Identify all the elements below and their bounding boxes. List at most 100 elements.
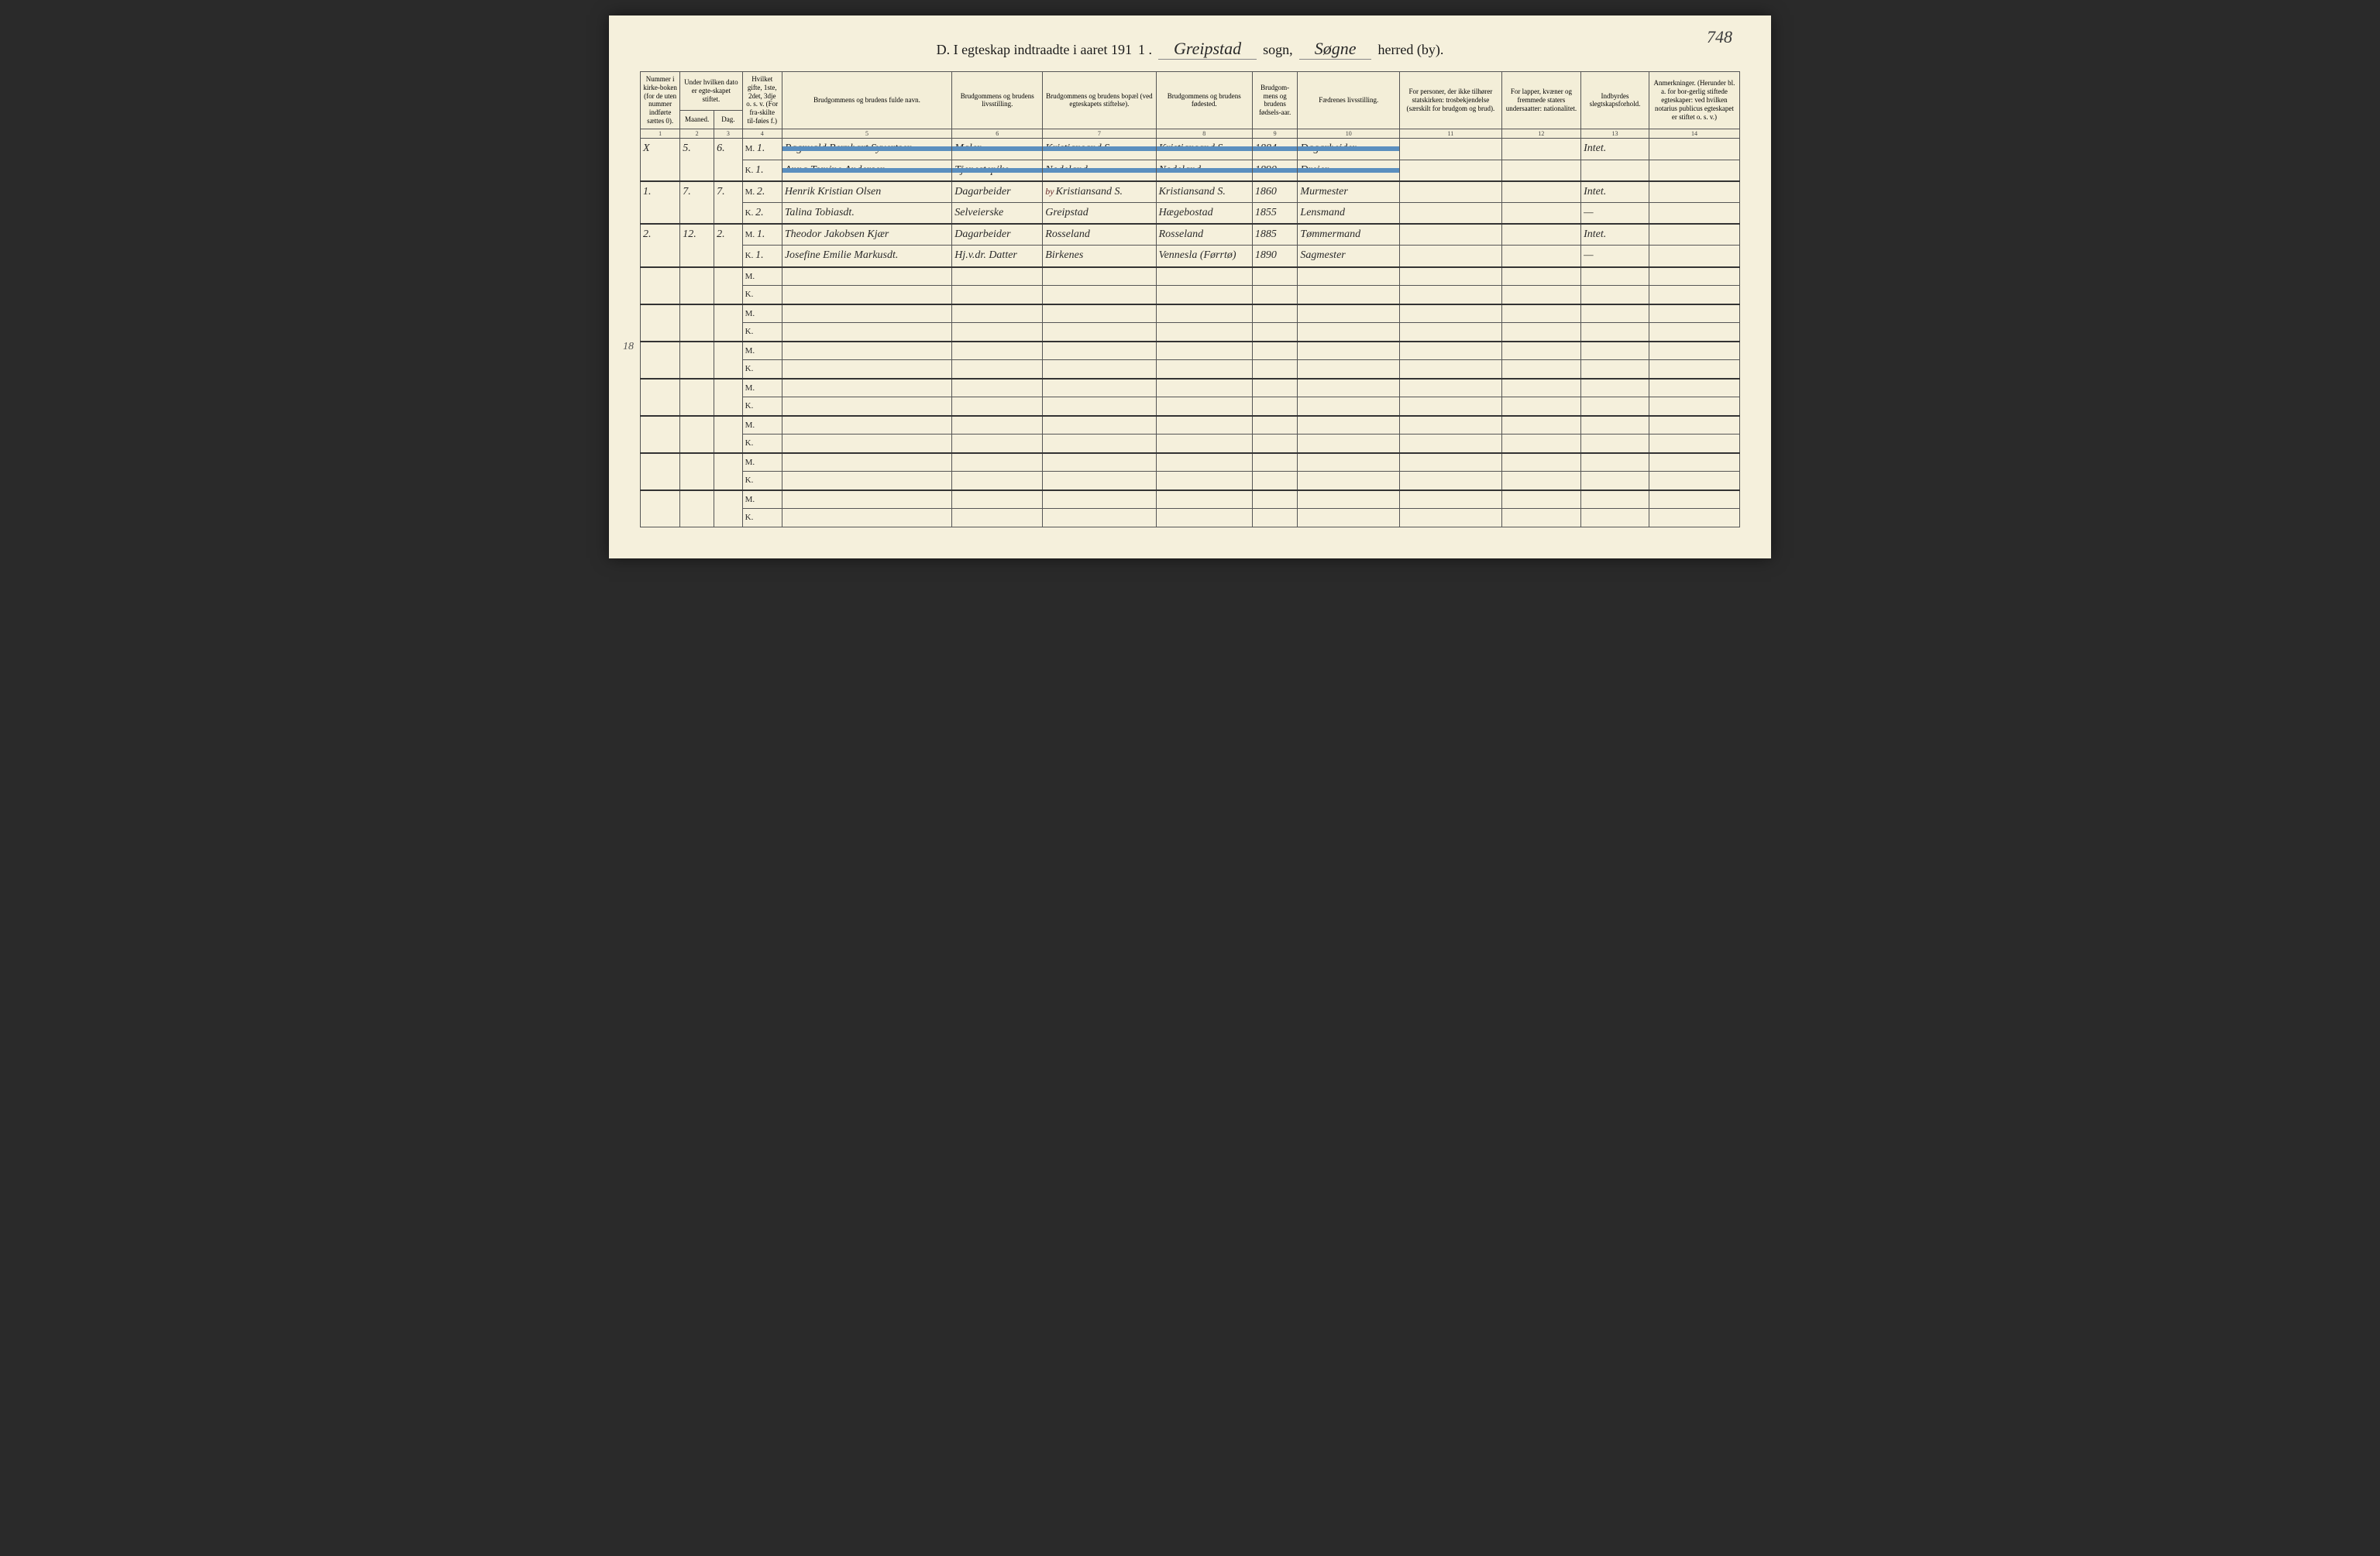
table-row: M. xyxy=(641,490,1740,509)
full-name: Ragnvald Bernhart Syvertsen xyxy=(782,139,951,160)
birth-year: 1890 xyxy=(1252,246,1298,267)
empty-cell xyxy=(782,435,951,453)
empty-cell xyxy=(1501,286,1580,304)
empty-cell xyxy=(1043,304,1156,323)
empty-cell xyxy=(1043,416,1156,435)
register-page: 748 D. I egteskap indtraadte i aaret 191… xyxy=(609,15,1771,558)
page-number: 748 xyxy=(1707,27,1732,47)
kinship: — xyxy=(1581,246,1649,267)
colnum: 9 xyxy=(1252,129,1298,139)
empty-cell xyxy=(1400,509,1502,527)
occupation: Dagarbeider xyxy=(952,181,1043,203)
empty-cell xyxy=(1298,360,1400,379)
kinship xyxy=(1581,160,1649,181)
day: 2. xyxy=(714,224,743,266)
empty-cell xyxy=(1581,379,1649,397)
empty-cell xyxy=(952,286,1043,304)
empty-cell xyxy=(1400,267,1502,286)
faith xyxy=(1400,202,1502,224)
empty-cell xyxy=(1581,304,1649,323)
day xyxy=(714,304,743,342)
empty-cell xyxy=(1156,397,1252,416)
table-row: K. 2.Talina Tobiasdt.SelveierskeGreipsta… xyxy=(641,202,1740,224)
day xyxy=(714,453,743,490)
remarks xyxy=(1649,181,1739,203)
header-col2-3-top: Under hvilken dato er egte-skapet stifte… xyxy=(680,72,742,111)
empty-cell xyxy=(1501,472,1580,490)
birthplace: Kristiansand S. xyxy=(1156,139,1252,160)
header-col10: Fædrenes livsstilling. xyxy=(1298,72,1400,129)
kinship: Intet. xyxy=(1581,224,1649,246)
empty-cell xyxy=(782,304,951,323)
empty-cell xyxy=(1581,490,1649,509)
empty-cell xyxy=(1649,416,1739,435)
table-row: M. xyxy=(641,416,1740,435)
empty-cell xyxy=(782,397,951,416)
day: 7. xyxy=(714,181,743,224)
birth-year: 1860 xyxy=(1252,181,1298,203)
empty-cell xyxy=(1649,509,1739,527)
occupation: Tjenestepike xyxy=(952,160,1043,181)
empty-cell xyxy=(1501,323,1580,342)
entry-number: X xyxy=(641,139,680,181)
empty-cell xyxy=(1156,342,1252,360)
table-row: M. xyxy=(641,267,1740,286)
empty-cell xyxy=(1400,435,1502,453)
month: 12. xyxy=(680,224,714,266)
empty-cell xyxy=(1252,490,1298,509)
table-row: K. xyxy=(641,397,1740,416)
remarks xyxy=(1649,139,1739,160)
father-occupation: Murmester xyxy=(1298,181,1400,203)
empty-cell xyxy=(1043,342,1156,360)
empty-cell xyxy=(1298,286,1400,304)
empty-cell xyxy=(782,286,951,304)
table-row: K. xyxy=(641,472,1740,490)
header-col14: Anmerkninger. (Herunder bl. a. for bor-g… xyxy=(1649,72,1739,129)
birthplace: Nodeland xyxy=(1156,160,1252,181)
empty-cell xyxy=(952,397,1043,416)
header-col6: Brudgommens og brudens livsstilling. xyxy=(952,72,1043,129)
empty-cell xyxy=(1501,379,1580,397)
empty-cell xyxy=(1156,267,1252,286)
month: 7. xyxy=(680,181,714,224)
title-year-suffix: 1 . xyxy=(1138,42,1152,58)
empty-cell xyxy=(1043,323,1156,342)
empty-cell xyxy=(1649,453,1739,472)
marriage-ordinal: M. xyxy=(742,490,782,509)
empty-cell xyxy=(782,379,951,397)
header-col11: For personer, der ikke tilhører statskir… xyxy=(1400,72,1502,129)
father-occupation: Sagmester xyxy=(1298,246,1400,267)
marriage-ordinal: K. 1. xyxy=(742,246,782,267)
empty-cell xyxy=(1581,342,1649,360)
colnum: 2 xyxy=(680,129,714,139)
marriage-ordinal: K. xyxy=(742,397,782,416)
empty-cell xyxy=(782,267,951,286)
nationality xyxy=(1501,160,1580,181)
empty-cell xyxy=(1298,435,1400,453)
empty-cell xyxy=(1298,323,1400,342)
empty-cell xyxy=(1156,304,1252,323)
empty-cell xyxy=(1298,490,1400,509)
empty-cell xyxy=(1649,267,1739,286)
empty-cell xyxy=(1400,397,1502,416)
empty-cell xyxy=(1649,490,1739,509)
empty-cell xyxy=(1501,397,1580,416)
empty-cell xyxy=(1252,342,1298,360)
empty-cell xyxy=(1649,323,1739,342)
empty-cell xyxy=(1156,435,1252,453)
day xyxy=(714,490,743,527)
table-row: X5.6.M. 1.Ragnvald Bernhart SyvertsenMal… xyxy=(641,139,1740,160)
empty-cell xyxy=(1501,490,1580,509)
entry-number xyxy=(641,342,680,379)
father-occupation: Dreier xyxy=(1298,160,1400,181)
entry-number xyxy=(641,267,680,304)
month xyxy=(680,342,714,379)
header-col9: Brudgom-mens og brudens fødsels-aar. xyxy=(1252,72,1298,129)
occupation: Hj.v.dr. Datter xyxy=(952,246,1043,267)
nationality xyxy=(1501,224,1580,246)
colnum: 11 xyxy=(1400,129,1502,139)
empty-cell xyxy=(1156,360,1252,379)
table-row: M. xyxy=(641,342,1740,360)
empty-cell xyxy=(1252,472,1298,490)
empty-cell xyxy=(1298,416,1400,435)
